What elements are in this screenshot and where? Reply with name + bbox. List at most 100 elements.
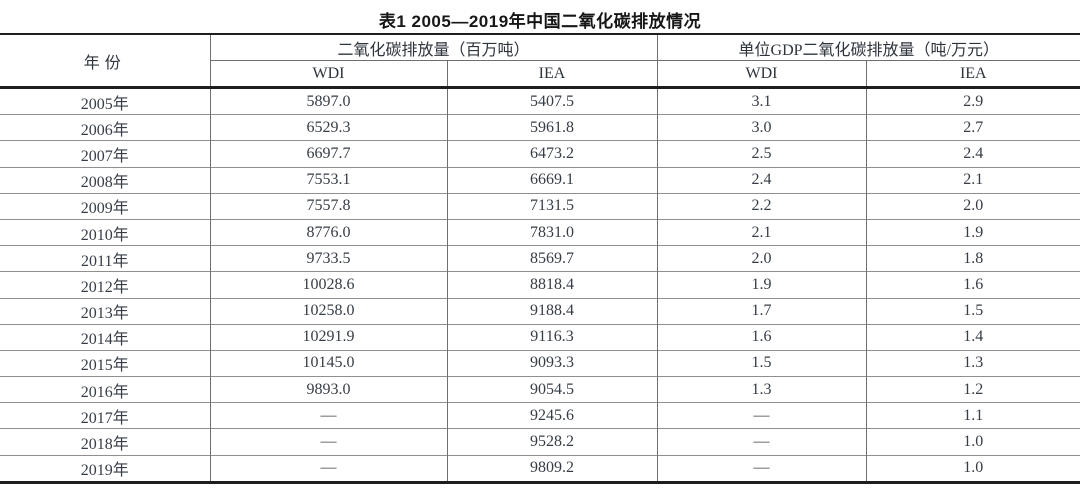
table-row: 2017年 —9245.6—1.1	[0, 402, 1080, 429]
table-body: 2005年 5897.0 5407.5 3.1 2.9 2006年 6529.3 5961.…	[0, 87, 1080, 483]
header-co2-wdi: WDI	[209, 60, 447, 88]
gdp-wdi-cell: 1.6	[656, 324, 867, 351]
gdp-iea-cell: 1.0	[865, 455, 1080, 483]
gdp-wdi-cell: 3.0	[656, 114, 867, 141]
co2-wdi-cell: —	[209, 402, 447, 429]
co2-wdi-cell: 10145.0	[209, 350, 447, 377]
gdp-iea-cell: 2.7	[865, 114, 1080, 141]
year-cell: 2009年	[80, 200, 129, 218]
year-cell: 2019年	[80, 462, 129, 480]
gdp-iea-cell: 1.5	[865, 298, 1080, 325]
co2-wdi-cell: 9893.0	[209, 376, 447, 403]
gdp-wdi-cell: —	[656, 428, 867, 456]
year-cell: 2010年	[80, 226, 129, 244]
table-row: 2015年 10145.0 9093.3 1.5 1.3	[0, 350, 1080, 377]
co2-wdi-cell: 7557.8	[209, 193, 447, 220]
gdp-wdi-cell: —	[656, 455, 867, 483]
header-group-intensity: 单位GDP二氧化碳排放量（吨/万元）	[656, 34, 1080, 61]
gdp-wdi-cell: 1.3	[656, 376, 867, 403]
co2-iea-cell: 7131.5	[446, 193, 658, 220]
year-cell: 2011年	[81, 252, 129, 270]
gdp-wdi-cell: 1.7	[656, 298, 867, 325]
year-cell: 2013年	[80, 305, 129, 323]
table-row: 2008年 7553.1 6669.1 2.4 2.1	[0, 167, 1080, 194]
year-cell: 2012年	[80, 278, 129, 296]
co2-wdi-cell: 9733.5	[209, 245, 447, 272]
emissions-table: 年份 二氧化碳排放量（百万吨） 单位GDP二氧化碳排放量（吨/万元） WDI I…	[0, 33, 1080, 484]
gdp-iea-cell: 1.9	[865, 219, 1080, 246]
co2-iea-cell: 9093.3	[446, 350, 658, 377]
gdp-iea-cell: 1.3	[865, 350, 1080, 377]
gdp-iea-cell: 2.1	[865, 167, 1080, 194]
gdp-iea-cell: 2.0	[865, 193, 1080, 220]
gdp-iea-cell: 1.2	[865, 376, 1080, 403]
gdp-iea-cell: 1.0	[865, 428, 1080, 456]
co2-iea-cell: 8818.4	[446, 271, 658, 298]
header-year: 年份	[83, 54, 126, 72]
header-group-row: 年份 二氧化碳排放量（百万吨） 单位GDP二氧化碳排放量（吨/万元）	[0, 34, 1080, 72]
table-row: 2007年 6697.7 6473.2 2.5 2.4	[0, 140, 1080, 168]
co2-wdi-cell: 10291.9	[209, 324, 447, 351]
gdp-wdi-cell: 3.1	[656, 87, 867, 115]
gdp-wdi-cell: —	[656, 402, 867, 429]
table-row: 2016年 9893.0 9054.5 1.3 1.2	[0, 376, 1080, 403]
co2-wdi-cell: —	[209, 428, 447, 456]
co2-iea-cell: 9528.2	[446, 428, 658, 456]
gdp-iea-cell: 2.9	[865, 87, 1080, 115]
co2-iea-cell: 9116.3	[446, 324, 658, 351]
header-group-emission: 二氧化碳排放量（百万吨）	[209, 34, 658, 61]
gdp-wdi-cell: 2.2	[656, 193, 867, 220]
co2-wdi-cell: 6697.7	[209, 140, 447, 168]
header-gdp-iea: IEA	[865, 60, 1080, 88]
data-source-note: 数据来源：世界银行世界发展指标（WDI）、国际能源署（IEA）、中国国家统计局。	[0, 484, 1080, 493]
gdp-wdi-cell: 2.1	[656, 219, 867, 246]
co2-iea-cell: 8569.7	[446, 245, 658, 272]
gdp-wdi-cell: 1.9	[656, 271, 867, 298]
year-cell: 2007年	[80, 147, 129, 165]
co2-wdi-cell: 6529.3	[209, 114, 447, 141]
co2-wdi-cell: 10028.6	[209, 271, 447, 298]
table-header: 年份 二氧化碳排放量（百万吨） 单位GDP二氧化碳排放量（吨/万元） WDI I…	[0, 34, 1080, 88]
co2-wdi-cell: —	[209, 455, 447, 483]
table-row: 2013年 10258.0 9188.4 1.7 1.5	[0, 298, 1080, 325]
gdp-iea-cell: 1.6	[865, 271, 1080, 298]
year-cell: 2015年	[80, 357, 129, 375]
co2-iea-cell: 7831.0	[446, 219, 658, 246]
co2-wdi-cell: 8776.0	[209, 219, 447, 246]
co2-wdi-cell: 5897.0	[209, 87, 447, 115]
table-row: 2012年 10028.6 8818.4 1.9 1.6	[0, 271, 1080, 298]
table-row: 2009年 7557.8 7131.5 2.2 2.0	[0, 193, 1080, 220]
table-row: 2005年 5897.0 5407.5 3.1 2.9	[0, 87, 1080, 115]
gdp-wdi-cell: 1.5	[656, 350, 867, 377]
gdp-wdi-cell: 2.5	[656, 140, 867, 168]
co2-iea-cell: 6669.1	[446, 167, 658, 194]
co2-iea-cell: 9054.5	[446, 376, 658, 403]
table-row: 2010年 8776.0 7831.0 2.1 1.9	[0, 219, 1080, 246]
header-gdp-wdi: WDI	[656, 60, 867, 88]
year-cell: 2017年	[80, 409, 129, 427]
year-cell: 2016年	[80, 383, 129, 401]
co2-iea-cell: 9809.2	[446, 455, 658, 483]
gdp-iea-cell: 1.4	[865, 324, 1080, 351]
year-cell: 2006年	[80, 121, 129, 139]
co2-iea-cell: 6473.2	[446, 140, 658, 168]
gdp-iea-cell: 2.4	[865, 140, 1080, 168]
table-row: 2014年 10291.9 9116.3 1.6 1.4	[0, 324, 1080, 351]
co2-iea-cell: 9245.6	[446, 402, 658, 429]
year-cell: 2005年	[80, 95, 129, 113]
gdp-iea-cell: 1.8	[865, 245, 1080, 272]
co2-iea-cell: 9188.4	[446, 298, 658, 325]
year-cell: 2008年	[80, 174, 129, 192]
table-row: 2018年 —9528.2—1.0	[0, 428, 1080, 456]
co2-wdi-cell: 10258.0	[209, 298, 447, 325]
year-cell: 2018年	[80, 436, 129, 454]
gdp-wdi-cell: 2.4	[656, 167, 867, 194]
table-title: 表1 2005—2019年中国二氧化碳排放情况	[378, 12, 702, 31]
co2-iea-cell: 5407.5	[446, 87, 658, 115]
co2-iea-cell: 5961.8	[446, 114, 658, 141]
table-row: 2006年 6529.3 5961.8 3.0 2.7	[0, 114, 1080, 141]
co2-wdi-cell: 7553.1	[209, 167, 447, 194]
table-row: 2011年 9733.5 8569.7 2.0 1.8	[0, 245, 1080, 272]
gdp-wdi-cell: 2.0	[656, 245, 867, 272]
